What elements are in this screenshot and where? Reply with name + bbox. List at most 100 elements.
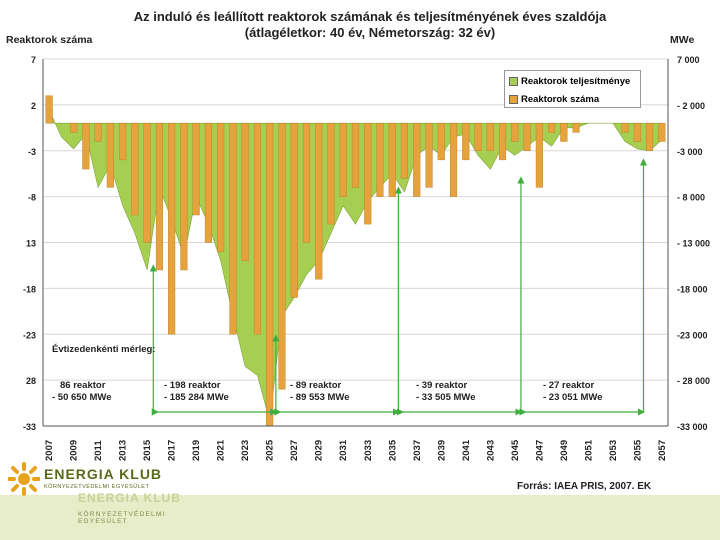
- x-tick-label: 2021: [216, 439, 227, 461]
- x-tick-label: 2013: [118, 440, 129, 461]
- count-bar: [474, 122, 482, 151]
- x-tick-label: 2027: [289, 440, 300, 461]
- count-bar: [217, 122, 225, 252]
- count-bar: [290, 122, 298, 298]
- decade-2-reactors: - 198 reaktor: [164, 380, 221, 391]
- count-bar: [168, 122, 176, 335]
- y-tick-right: - 13 000: [677, 239, 710, 249]
- footer-band: [0, 495, 720, 540]
- chart-title: Az induló és leállított reaktorok számán…: [90, 9, 650, 41]
- y-tick-left: 2: [31, 101, 36, 111]
- legend-item-count: Reaktorok száma: [505, 91, 640, 107]
- legend-swatch-count: [509, 94, 518, 104]
- x-tick-label: 2015: [142, 439, 153, 461]
- count-bar: [45, 95, 53, 124]
- logo-name: ENERGIA KLUB: [44, 466, 163, 482]
- count-bar: [70, 122, 78, 133]
- decade-4-mwe: - 33 505 MWe: [416, 392, 476, 403]
- y-tick-left: -33: [23, 422, 36, 432]
- decade-3-reactors: - 89 reaktor: [290, 380, 342, 391]
- x-tick-label: 2057: [657, 440, 668, 461]
- y-tick-right: - 8 000: [677, 193, 705, 203]
- count-bar: [462, 122, 470, 161]
- y-tick-right: 7 000: [677, 55, 700, 65]
- decade-4-reactors: - 39 reaktor: [416, 380, 468, 391]
- count-bar: [413, 122, 421, 197]
- x-tick-label: 2039: [436, 440, 447, 461]
- y-tick-left: 7: [31, 55, 36, 65]
- x-tick-label: 2035: [387, 439, 398, 461]
- count-bar: [523, 122, 531, 151]
- x-tick-label: 2011: [93, 440, 104, 461]
- decade-heading-text: Évtizedenkénti mérleg:: [52, 344, 156, 355]
- count-bar: [155, 122, 164, 271]
- y-tick-left: -18: [23, 284, 36, 294]
- x-tick-label: 2023: [240, 440, 251, 461]
- count-bar: [82, 122, 90, 170]
- count-bar: [106, 122, 114, 188]
- decade-heading: Évtizedenkénti mérleg:: [52, 344, 155, 356]
- count-bar: [143, 122, 151, 243]
- count-bar: [364, 122, 372, 225]
- x-tick-label: 2033: [363, 440, 374, 461]
- decade-1-mwe: - 50 650 MWe: [52, 392, 112, 403]
- logo-ghost-name: ENERGIA KLUB: [78, 491, 181, 505]
- source-note: Forrás: IAEA PRIS, 2007. EK: [517, 481, 652, 492]
- count-bar: [315, 122, 323, 280]
- count-bar: [400, 122, 409, 179]
- x-tick-label: 2031: [338, 439, 349, 461]
- count-bar: [266, 122, 274, 427]
- sun-logo-icon: [8, 462, 40, 496]
- count-bar: [658, 122, 666, 142]
- y-tick-right: -33 000: [677, 422, 708, 432]
- x-tick-label: 2017: [167, 440, 178, 461]
- y-tick-right: -18 000: [677, 284, 708, 294]
- count-bar: [180, 122, 188, 271]
- count-bar: [621, 122, 629, 133]
- legend-label-power: Reaktorok teljesítménye: [521, 75, 631, 87]
- x-tick-label: 2025: [265, 439, 276, 461]
- count-bar: [278, 122, 286, 390]
- count-bar: [241, 122, 249, 262]
- decade-5-reactors: - 27 reaktor: [543, 380, 595, 391]
- x-tick-label: 2055: [632, 439, 643, 461]
- x-tick-label: 2037: [412, 440, 423, 461]
- y-tick-left: -23: [23, 330, 36, 340]
- y-tick-left: 28: [26, 376, 36, 386]
- x-tick-label: 2053: [608, 440, 619, 461]
- chart-subtitle: (átlagéletkor: 40 év, Németország: 32 év…: [244, 25, 496, 40]
- count-bar: [131, 122, 139, 216]
- y-tick-left: -3: [28, 147, 36, 157]
- chart-legend: Reaktorok teljesítménye Reaktorok száma: [504, 70, 641, 108]
- count-bar: [499, 122, 507, 161]
- y-tick-left: 13: [26, 239, 36, 249]
- logo-ghost-subtitle: KÖRNYEZETVÉDELMI EGYESÜLET: [78, 511, 166, 525]
- x-tick-label: 2047: [534, 440, 545, 461]
- y-tick-right: - 2 000: [677, 101, 705, 111]
- logo-subtitle: KÖRNYEZETVÉDELMI EGYESÜLET: [44, 484, 150, 490]
- x-tick-label: 2009: [69, 440, 80, 461]
- y-axis-left-title: Reaktorok száma: [6, 34, 93, 46]
- x-tick-label: 2007: [44, 440, 55, 461]
- count-bar: [204, 122, 213, 243]
- count-bar: [548, 122, 556, 133]
- decade-2-mwe: - 185 284 MWe: [164, 392, 229, 403]
- count-bar: [94, 122, 102, 142]
- count-bar: [229, 122, 237, 335]
- decade-summary-2: - 198 reaktor - 185 284 MWe: [164, 380, 229, 404]
- chart-title-main: Az induló és leállított reaktorok számán…: [133, 9, 607, 24]
- x-tick-label: 2045: [510, 439, 521, 461]
- x-tick-label: 2029: [314, 440, 325, 461]
- energia-klub-logo: ENERGIA KLUB KÖRNYEZETVÉDELMI EGYESÜLET …: [8, 462, 208, 532]
- count-bar: [376, 122, 384, 197]
- count-bar: [425, 122, 433, 188]
- legend-label-count: Reaktorok száma: [521, 93, 600, 105]
- y-tick-right: -23 000: [677, 330, 708, 340]
- count-bar: [437, 122, 445, 161]
- count-bar: [302, 122, 311, 243]
- x-tick-label: 2043: [485, 440, 496, 461]
- decade-summary-3: - 89 reaktor - 89 553 MWe: [290, 380, 350, 404]
- decade-5-mwe: - 23 051 MWe: [543, 392, 603, 403]
- y-tick-left: -8: [28, 193, 36, 203]
